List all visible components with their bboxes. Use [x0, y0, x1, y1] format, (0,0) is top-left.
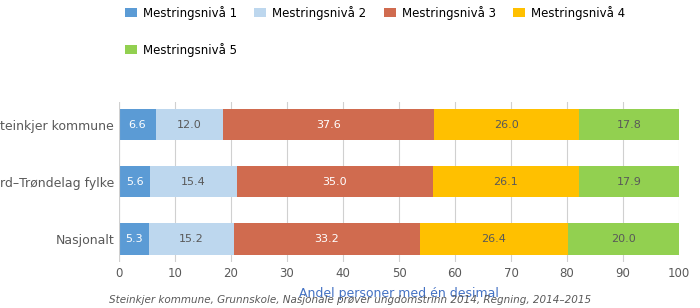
Bar — [156, 109, 223, 140]
Bar — [119, 223, 148, 254]
X-axis label: Andel personer med én desimal: Andel personer med én desimal — [299, 287, 499, 300]
Text: Steinkjer kommune, Grunnskole, Nasjonale prøver ungdomstrinn 2014, Regning, 2014: Steinkjer kommune, Grunnskole, Nasjonale… — [109, 295, 591, 305]
Text: 26.0: 26.0 — [494, 120, 519, 130]
Text: 17.9: 17.9 — [617, 177, 641, 187]
Bar — [420, 223, 568, 254]
Text: 15.2: 15.2 — [179, 234, 204, 244]
Text: 26.4: 26.4 — [481, 234, 506, 244]
Bar — [237, 166, 433, 197]
Text: 26.1: 26.1 — [494, 177, 518, 187]
Text: 37.6: 37.6 — [316, 120, 341, 130]
Bar — [119, 109, 156, 140]
Text: 5.3: 5.3 — [125, 234, 143, 244]
Bar — [223, 109, 434, 140]
Text: 12.0: 12.0 — [177, 120, 202, 130]
Text: 15.4: 15.4 — [181, 177, 206, 187]
Bar — [579, 166, 679, 197]
Legend: Mestringsnivå 5: Mestringsnivå 5 — [125, 43, 237, 57]
Text: 20.0: 20.0 — [611, 234, 636, 244]
Text: 6.6: 6.6 — [129, 120, 146, 130]
Bar — [148, 223, 234, 254]
Legend: Mestringsnivå 1, Mestringsnivå 2, Mestringsnivå 3, Mestringsnivå 4: Mestringsnivå 1, Mestringsnivå 2, Mestri… — [125, 6, 625, 20]
Text: 35.0: 35.0 — [322, 177, 347, 187]
Bar — [434, 109, 580, 140]
Bar — [150, 166, 237, 197]
Bar — [433, 166, 579, 197]
Bar — [568, 223, 680, 254]
Text: 5.6: 5.6 — [126, 177, 144, 187]
Bar — [580, 109, 679, 140]
Text: 17.8: 17.8 — [617, 120, 642, 130]
Bar — [234, 223, 420, 254]
Text: 33.2: 33.2 — [314, 234, 339, 244]
Bar — [119, 166, 150, 197]
